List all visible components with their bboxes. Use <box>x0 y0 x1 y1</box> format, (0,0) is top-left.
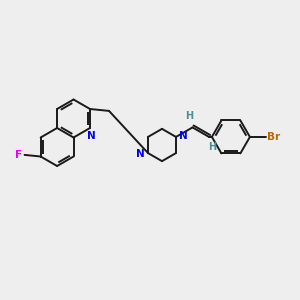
Text: F: F <box>15 150 22 160</box>
Text: N: N <box>87 131 96 141</box>
Text: N: N <box>136 149 145 159</box>
Text: H: H <box>185 111 194 122</box>
Text: H: H <box>208 142 216 152</box>
Text: Br: Br <box>267 132 280 142</box>
Text: N: N <box>179 131 188 141</box>
